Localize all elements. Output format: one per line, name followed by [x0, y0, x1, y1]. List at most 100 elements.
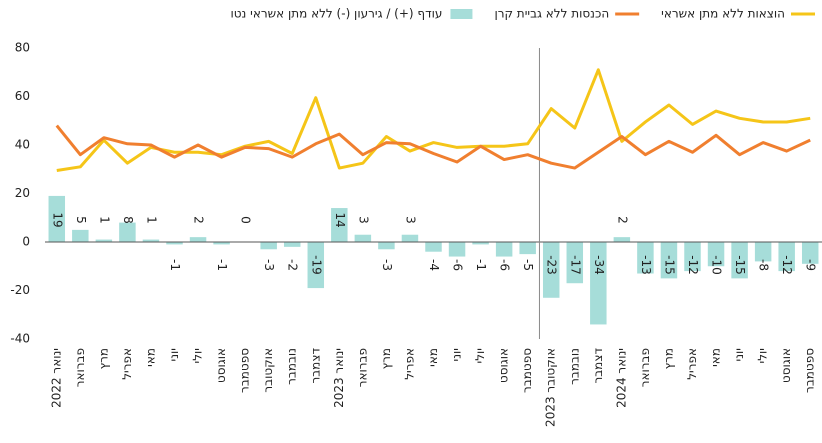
x-tick-label: דצמבר	[591, 348, 605, 384]
bar	[754, 242, 772, 262]
value-label: 2	[615, 216, 629, 224]
x-tick-label: יוני	[167, 348, 181, 361]
y-tick-label: -40	[10, 332, 30, 346]
value-label: 1	[97, 216, 111, 224]
x-tick-label: פברואר	[355, 348, 369, 387]
value-label: -12	[686, 255, 700, 275]
bar	[307, 242, 325, 289]
bar	[95, 239, 113, 242]
bar	[684, 242, 701, 272]
x-tick-label: פברואר	[638, 348, 652, 387]
value-label: -15	[662, 255, 676, 275]
bar	[354, 234, 372, 242]
y-tick-label: 60	[15, 89, 30, 103]
value-label: -1	[474, 259, 488, 271]
y-tick-label: 0	[22, 235, 30, 249]
legend-label: עודף (+) / גירעון (-) ללא מתן אשראי נטו	[230, 7, 442, 21]
bar	[637, 242, 654, 274]
value-label: -2	[286, 259, 300, 271]
x-tick-label: אפריל	[120, 348, 134, 380]
value-label: -8	[757, 259, 771, 271]
bar	[448, 242, 466, 257]
y-tick-label: 40	[15, 138, 30, 152]
bar	[142, 239, 160, 242]
legend-swatch	[450, 9, 473, 19]
bar	[731, 242, 748, 279]
bar	[613, 237, 631, 242]
bar	[542, 242, 560, 298]
x-tick-label: אוגוסט	[779, 348, 793, 383]
bar	[778, 242, 795, 272]
y-tick-label: 20	[15, 186, 30, 200]
bar	[425, 242, 442, 252]
value-label: 14	[333, 212, 347, 227]
x-tick-label: אוגוסט	[497, 348, 511, 383]
value-label: -10	[710, 255, 724, 275]
x-tick-label: אוקטובר	[261, 348, 275, 393]
value-label: -3	[262, 259, 276, 271]
value-label: -13	[639, 255, 653, 275]
value-label: -1	[215, 259, 229, 271]
x-tick-label: אוגוסט	[214, 348, 228, 383]
value-label: 3	[403, 216, 417, 224]
x-tick-label: ספטמבר	[238, 348, 252, 393]
y-tick-label: 80	[15, 41, 30, 55]
x-tick-label: ינואר 2023	[332, 348, 346, 408]
value-label: -34	[592, 255, 606, 275]
value-label: 8	[121, 216, 135, 224]
value-label: 19	[50, 212, 64, 227]
value-label: -4	[427, 259, 441, 271]
x-tick-label: יולי	[191, 348, 205, 363]
value-label: 3	[356, 216, 370, 224]
bar	[472, 242, 489, 245]
value-label: -1	[168, 259, 182, 271]
x-tick-label: מאי	[143, 348, 157, 367]
legend-label: הוצאות ללא מתן אשראי	[661, 7, 785, 21]
bar	[189, 237, 207, 242]
bar	[213, 242, 230, 245]
bar	[119, 222, 136, 242]
value-label: -5	[521, 259, 535, 271]
bar	[401, 234, 419, 242]
bar	[801, 242, 819, 264]
x-tick-label: דצמבר	[308, 348, 322, 384]
x-tick-label: נובמבר	[285, 348, 299, 385]
legend-label: הכנסות ללא גביית קרן	[494, 7, 609, 21]
bar	[660, 242, 678, 279]
x-tick-label: יוני	[732, 348, 746, 361]
bar	[566, 242, 584, 284]
bar	[283, 242, 301, 247]
value-label: -9	[804, 259, 818, 271]
value-label: 5	[74, 216, 88, 224]
x-tick-label: מאי	[709, 348, 723, 367]
bar	[166, 242, 183, 245]
value-label: 2	[192, 216, 206, 224]
bar	[48, 195, 66, 242]
value-label: 1	[144, 216, 158, 224]
x-tick-label: ינואר 2024	[614, 348, 628, 408]
x-tick-label: מאי	[426, 348, 440, 367]
bar	[707, 242, 725, 267]
x-tick-label: מרץ	[379, 348, 393, 369]
x-tick-label: ינואר 2022	[49, 348, 63, 408]
x-tick-label: אפריל	[685, 348, 699, 380]
bar	[519, 242, 536, 255]
value-label: -17	[568, 255, 582, 275]
x-tick-label: אוקטובר 2023	[544, 348, 558, 427]
x-tick-label: יוני	[450, 348, 464, 361]
bar	[378, 242, 395, 250]
value-label: -23	[545, 255, 559, 275]
line	[55, 124, 811, 170]
bar	[495, 242, 513, 257]
y-tick-label: -20	[10, 283, 30, 297]
value-label: -12	[780, 255, 794, 275]
value-label: 0	[239, 216, 253, 224]
value-label: -6	[498, 259, 512, 271]
bar	[260, 242, 277, 250]
value-label: -15	[733, 255, 747, 275]
x-tick-label: יולי	[473, 348, 487, 363]
value-label: -3	[380, 259, 394, 271]
x-tick-label: מרץ	[96, 348, 110, 369]
bar	[331, 208, 348, 242]
